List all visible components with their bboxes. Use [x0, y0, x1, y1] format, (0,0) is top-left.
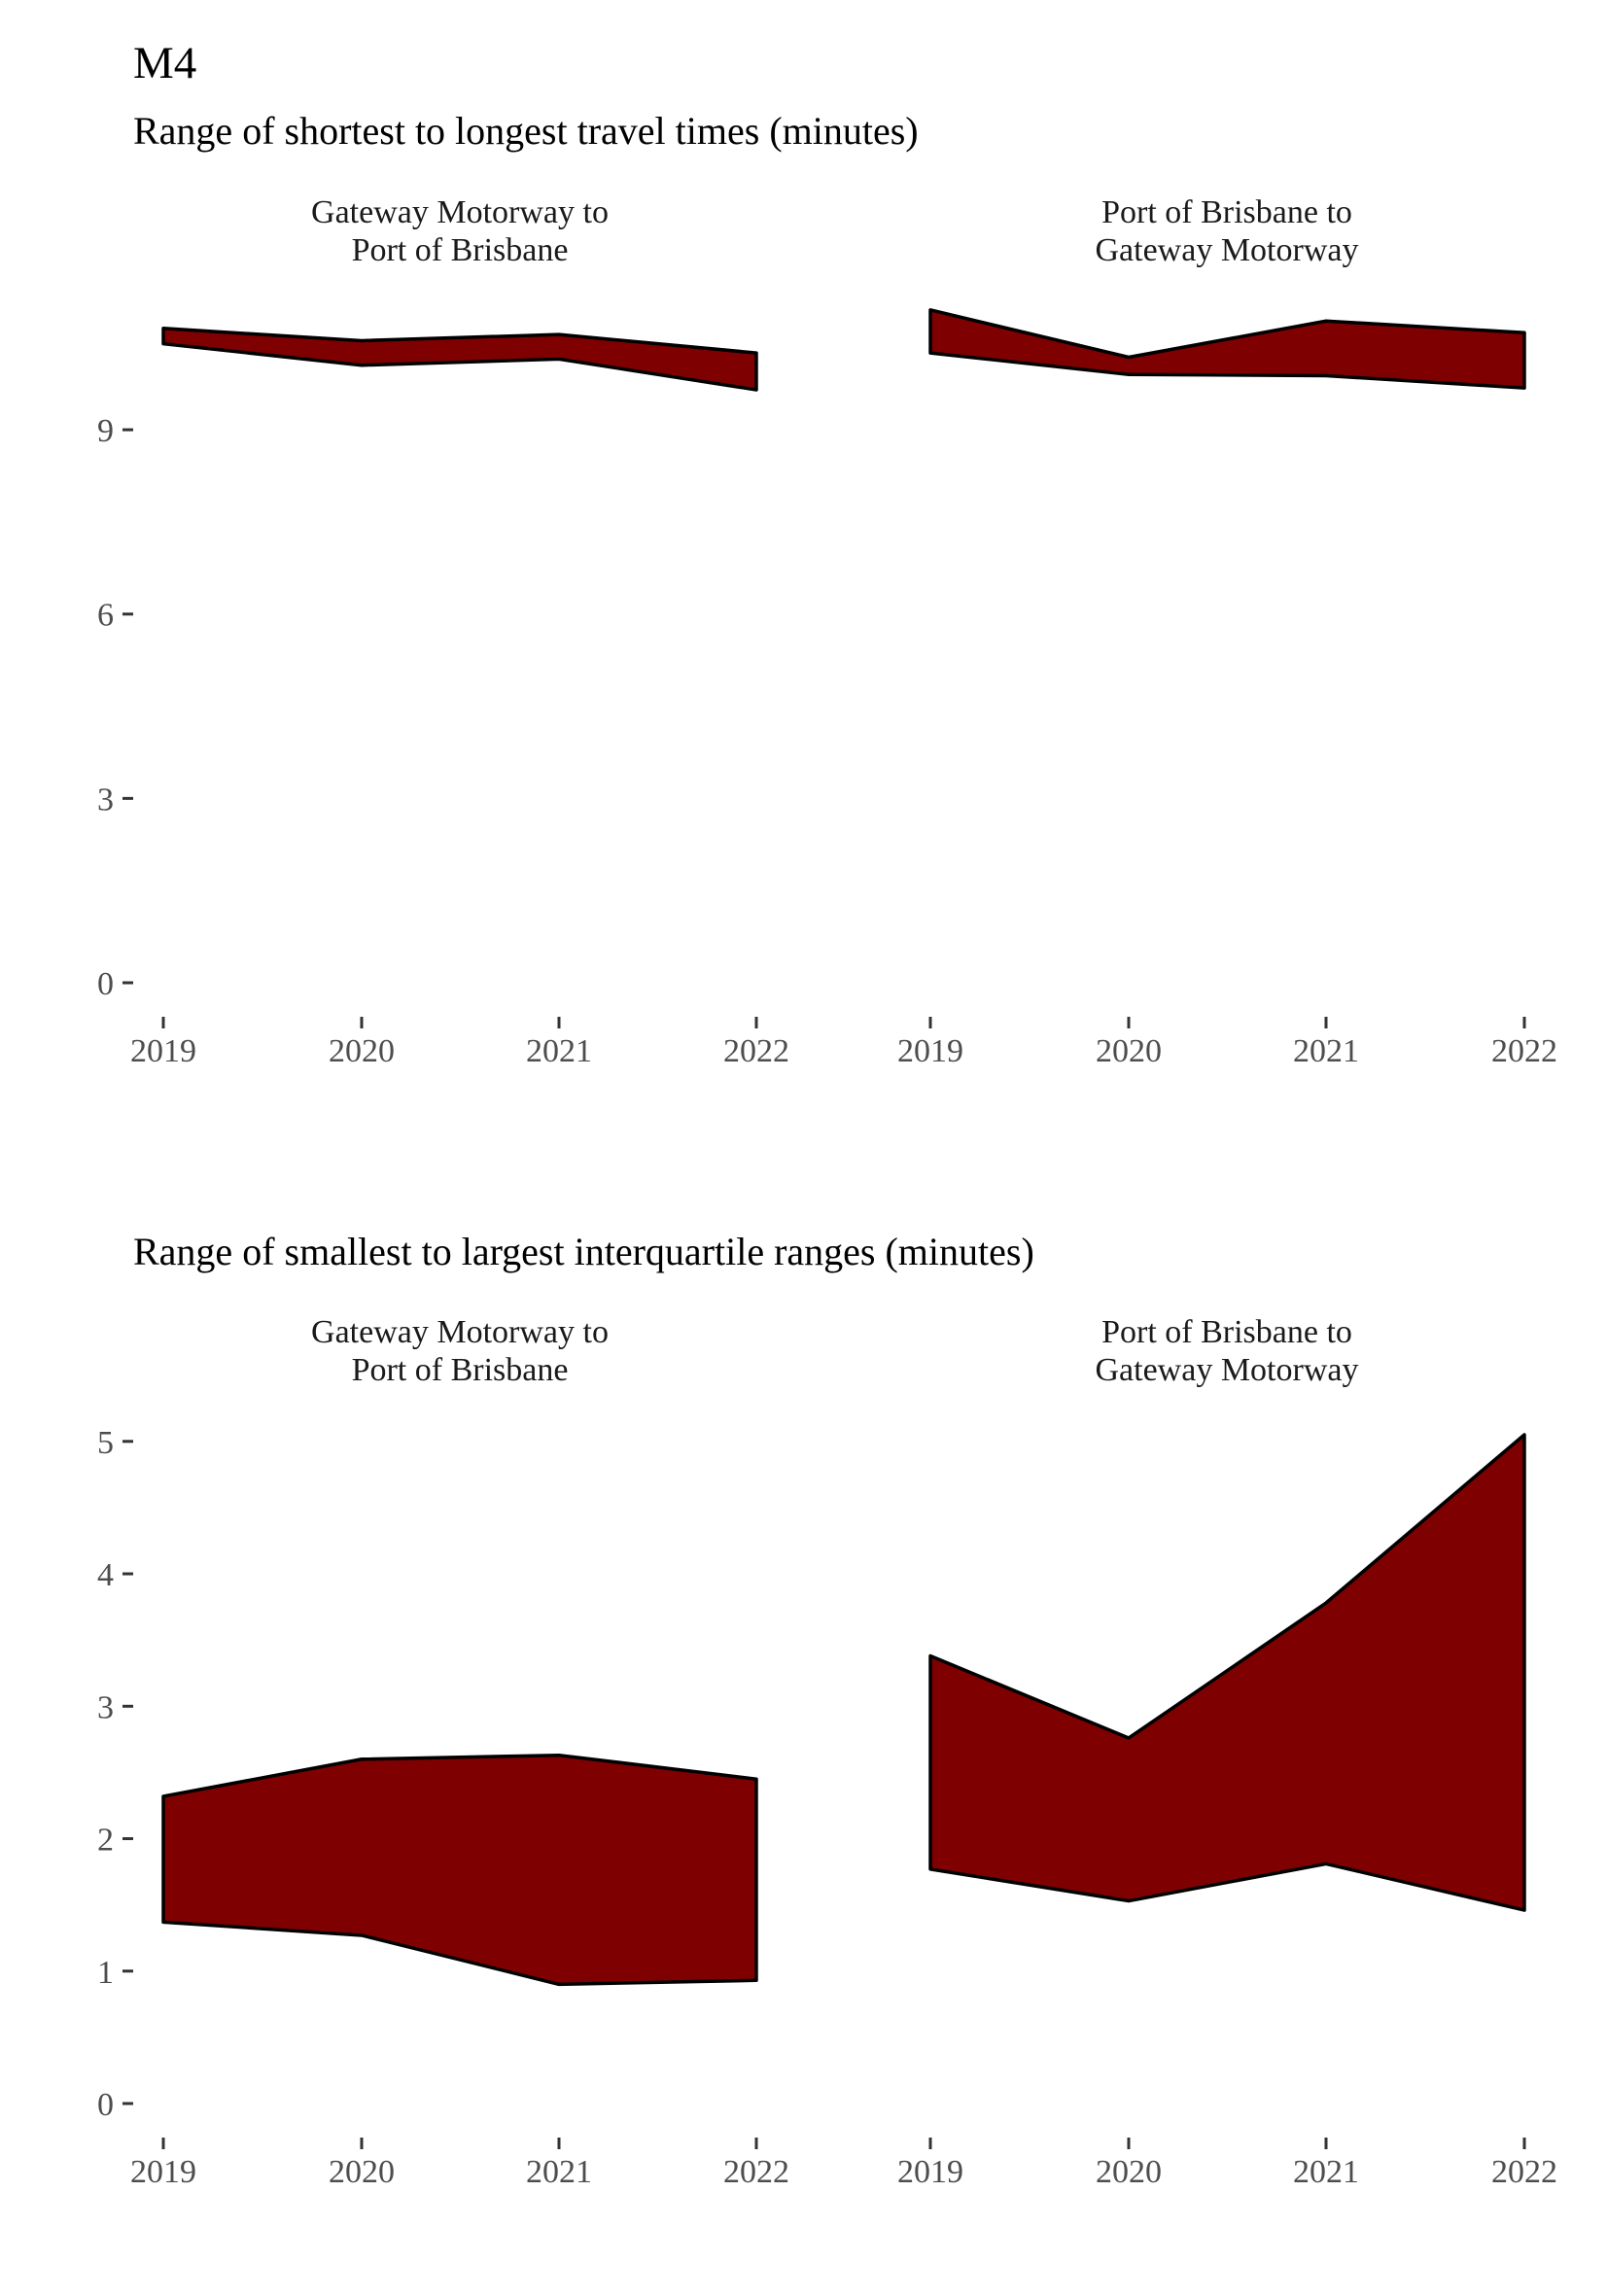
facet-panel: Gateway Motorway to Port of Brisbane 2019 2…	[130, 194, 789, 1069]
x-tick-label: 2020	[329, 1033, 395, 1069]
facet-label-line: Gateway Motorway	[1096, 232, 1359, 268]
facet-label: Gateway Motorway to Port of Brisbane	[311, 1314, 609, 1388]
range-band	[928, 308, 1526, 390]
facet-label-line: Gateway Motorway	[1096, 1352, 1359, 1388]
x-tick-label: 2021	[526, 1033, 592, 1069]
range-band	[928, 1433, 1526, 1912]
facet-label: Port of Brisbane to Gateway Motorway	[1096, 194, 1359, 268]
x-tick-label: 2021	[1293, 1033, 1359, 1069]
chart-title: M4	[133, 38, 196, 88]
facet-label-line: Gateway Motorway to	[311, 194, 609, 230]
facet-panel: Port of Brisbane to Gateway Motorway 2019 2…	[897, 1314, 1557, 2190]
x-tick-label: 2019	[130, 2154, 196, 2190]
x-tick-label: 2022	[1491, 1033, 1557, 1069]
y-tick-label: 3	[97, 1689, 114, 1725]
x-tick-label: 2019	[897, 1033, 963, 1069]
x-tick-label: 2021	[526, 2154, 592, 2190]
range-band	[161, 327, 758, 392]
x-tick-label: 2019	[130, 1033, 196, 1069]
y-tick-label: 6	[97, 598, 114, 634]
x-tick-label: 2020	[1096, 1033, 1162, 1069]
facet-label: Port of Brisbane to Gateway Motorway	[1096, 1314, 1359, 1388]
facet-panel: Gateway Motorway to Port of Brisbane 2019 2…	[130, 1314, 789, 2190]
facet-label-line: Port of Brisbane	[352, 232, 569, 268]
x-tick-label: 2019	[897, 2154, 963, 2190]
y-tick-label: 0	[97, 966, 114, 1002]
x-tick-label: 2022	[723, 2154, 789, 2190]
y-tick-label: 5	[97, 1425, 114, 1461]
x-tick-label: 2022	[1491, 2154, 1557, 2190]
facet-panel: Port of Brisbane to Gateway Motorway 2019 2…	[897, 194, 1557, 1069]
chart-subtitle: Range of shortest to longest travel time…	[133, 109, 919, 153]
range-band	[161, 1753, 758, 1987]
x-tick-label: 2020	[1096, 2154, 1162, 2190]
chart-section: Range of smallest to largest interquarti…	[97, 1230, 1557, 2190]
y-tick-label: 9	[97, 413, 114, 449]
y-tick-label: 0	[97, 2087, 114, 2123]
facet-label-line: Gateway Motorway to	[311, 1314, 609, 1350]
facet-label-line: Port of Brisbane to	[1101, 194, 1352, 230]
chart-subtitle: Range of smallest to largest interquarti…	[133, 1230, 1034, 1273]
facet-label: Gateway Motorway to Port of Brisbane	[311, 194, 609, 268]
y-tick-label: 1	[97, 1955, 114, 1991]
x-tick-label: 2021	[1293, 2154, 1359, 2190]
facet-label-line: Port of Brisbane to	[1101, 1314, 1352, 1350]
y-tick-label: 2	[97, 1823, 114, 1859]
facet-label-line: Port of Brisbane	[352, 1352, 569, 1388]
x-tick-label: 2020	[329, 2154, 395, 2190]
chart-sections: Range of shortest to longest travel time…	[97, 109, 1557, 2190]
y-tick-label: 4	[97, 1557, 114, 1593]
y-tick-label: 3	[97, 782, 114, 818]
x-tick-label: 2022	[723, 1033, 789, 1069]
chart-section: Range of shortest to longest travel time…	[97, 109, 1557, 1069]
